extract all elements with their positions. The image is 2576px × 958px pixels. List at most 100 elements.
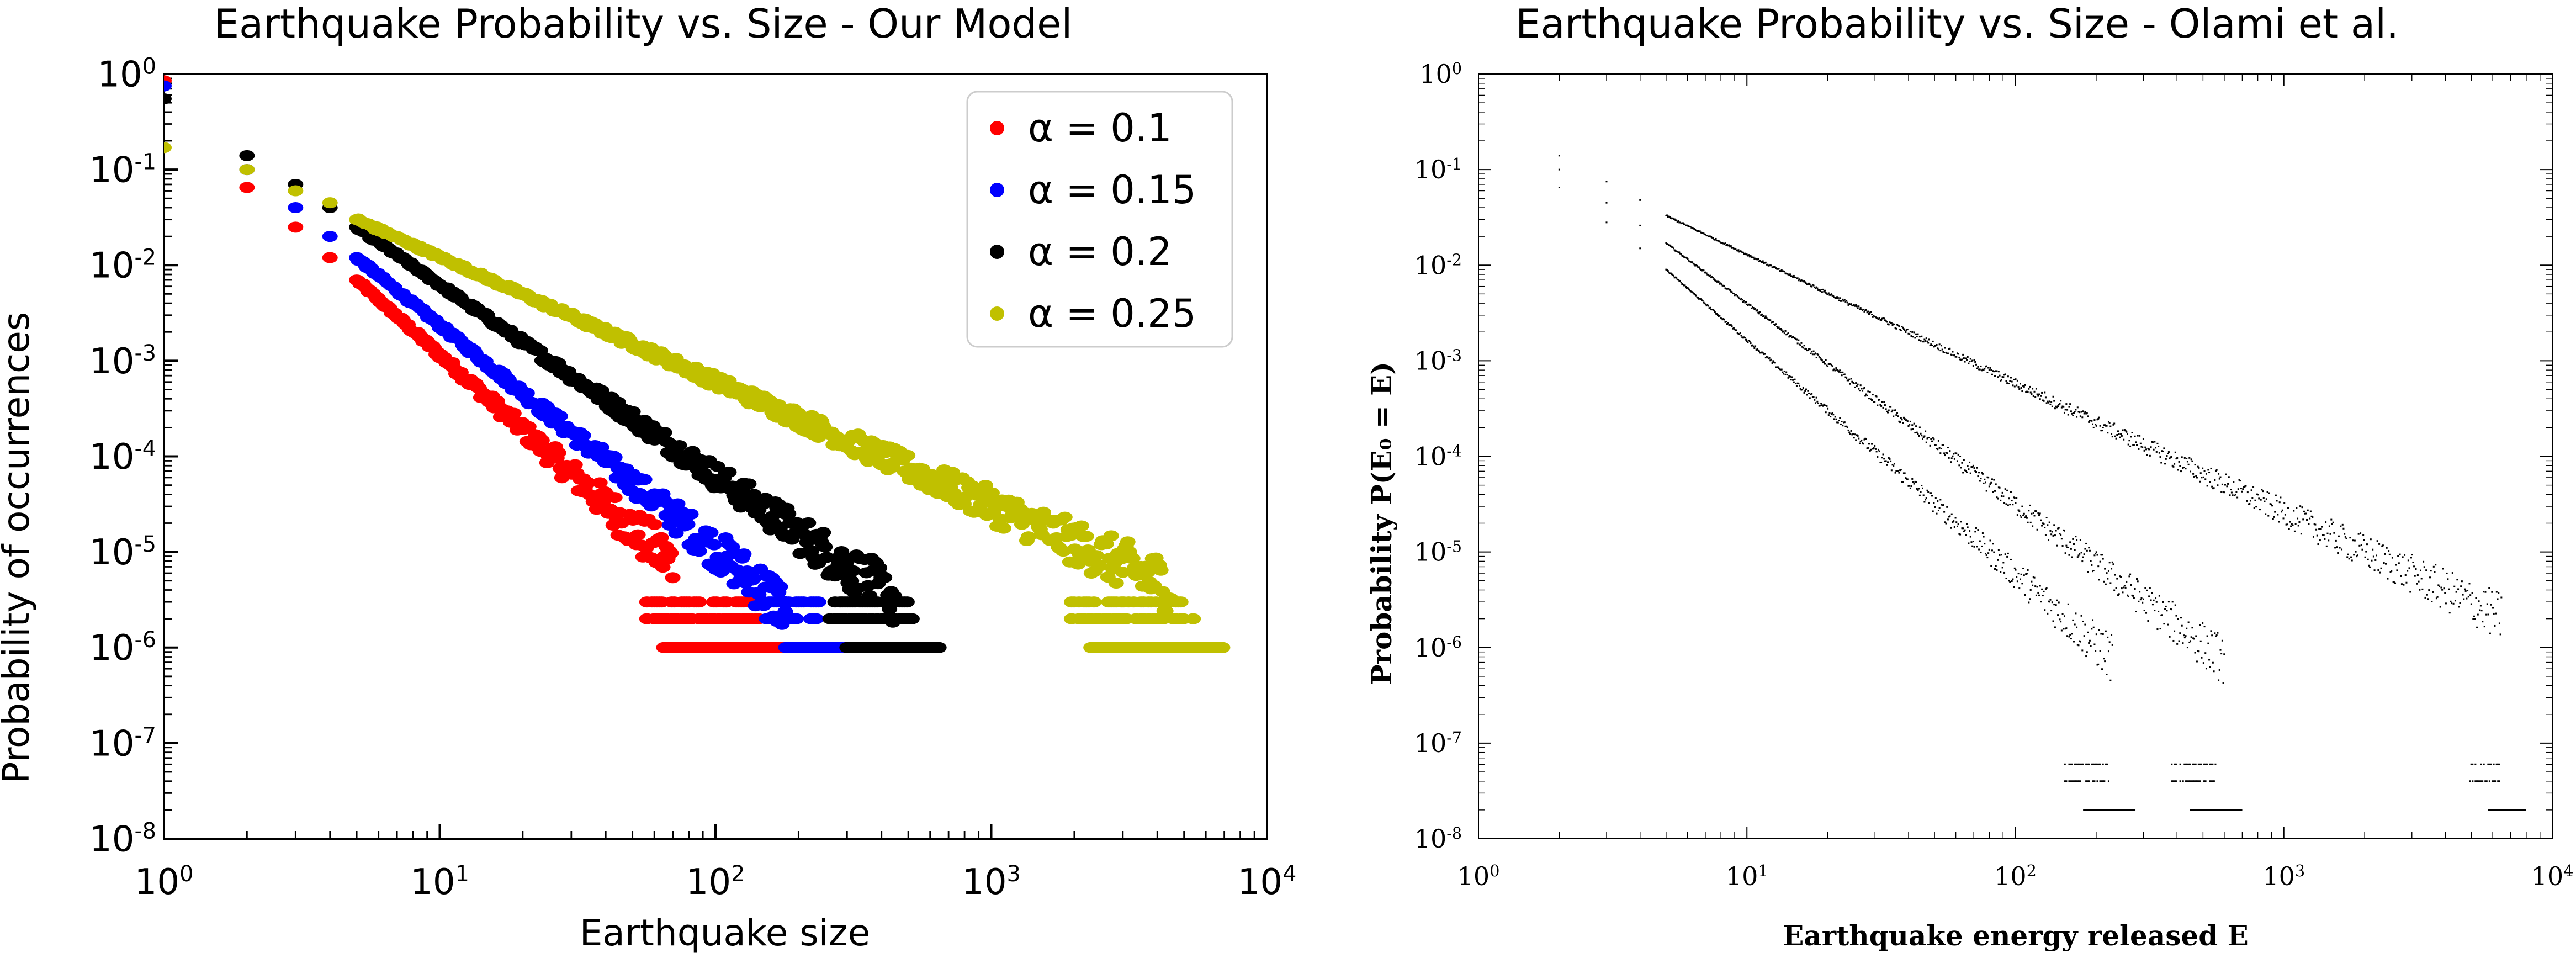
data-point xyxy=(2002,495,2005,497)
data-point xyxy=(1840,300,1842,302)
data-point xyxy=(1898,420,1900,422)
data-point xyxy=(1863,387,1865,389)
data-point xyxy=(1831,365,1833,367)
data-point xyxy=(2325,521,2327,523)
data-point xyxy=(2177,469,2179,471)
data-point xyxy=(2195,809,2197,811)
data-point xyxy=(1997,559,1999,561)
data-point xyxy=(2490,763,2492,765)
data-point xyxy=(2200,763,2202,765)
data-point xyxy=(2308,523,2310,525)
data-point xyxy=(904,613,920,624)
data-point xyxy=(2076,644,2079,646)
data-point xyxy=(1689,290,1692,292)
data-point xyxy=(2210,763,2212,765)
data-point xyxy=(2127,443,2129,446)
data-point xyxy=(1984,543,1986,545)
data-point xyxy=(2126,580,2128,583)
data-point xyxy=(1995,370,1997,372)
data-point xyxy=(2087,415,2089,417)
data-point xyxy=(1996,496,1998,499)
data-point xyxy=(1707,305,1709,307)
data-point xyxy=(1934,497,1937,499)
data-point xyxy=(2490,809,2493,811)
data-point xyxy=(741,478,757,490)
data-point xyxy=(1725,244,1727,246)
data-point xyxy=(1103,530,1119,542)
data-point xyxy=(1730,290,1732,293)
data-point xyxy=(2224,484,2226,486)
data-point xyxy=(1812,396,1815,398)
data-point xyxy=(2013,385,2016,388)
data-point xyxy=(1709,235,1711,237)
data-point xyxy=(1872,316,1874,318)
data-point xyxy=(2380,567,2382,569)
data-point xyxy=(1959,455,1962,457)
data-point xyxy=(1901,481,1903,483)
data-point xyxy=(2188,641,2191,643)
data-point xyxy=(1740,298,1742,300)
data-point xyxy=(1912,481,1914,483)
data-point xyxy=(2419,589,2421,591)
data-point xyxy=(1868,398,1870,400)
data-point xyxy=(2488,809,2490,811)
data-point xyxy=(2193,475,2195,478)
data-point xyxy=(2044,609,2046,611)
data-point xyxy=(1698,266,1700,268)
data-point xyxy=(2194,464,2196,466)
data-point xyxy=(2187,780,2190,782)
data-point xyxy=(2367,558,2369,560)
data-point xyxy=(1986,372,1989,374)
data-point xyxy=(1714,279,1716,282)
data-point xyxy=(2148,595,2150,597)
data-point xyxy=(1701,231,1703,234)
data-point xyxy=(2160,462,2162,464)
data-point xyxy=(1878,450,1880,452)
data-point xyxy=(1881,457,1883,459)
data-point xyxy=(2222,491,2224,493)
data-point xyxy=(2064,628,2066,630)
data-point xyxy=(1837,297,1839,299)
data-point xyxy=(2456,579,2458,581)
data-point xyxy=(1968,542,1970,544)
data-point xyxy=(1965,523,1968,525)
data-point xyxy=(2258,497,2260,500)
data-point xyxy=(1780,328,1782,330)
data-point xyxy=(2278,501,2281,504)
data-point xyxy=(2214,632,2216,634)
data-point xyxy=(2044,391,2046,394)
data-point xyxy=(2284,514,2286,516)
data-point xyxy=(1742,337,1744,339)
data-point xyxy=(1728,244,1730,246)
data-point xyxy=(1959,358,1962,361)
data-point xyxy=(2485,613,2488,616)
data-point xyxy=(2296,507,2298,509)
data-point xyxy=(1943,511,1946,513)
data-point xyxy=(646,518,662,530)
data-point xyxy=(2016,497,2018,499)
data-point xyxy=(1736,250,1738,252)
data-point xyxy=(1960,521,1962,523)
data-point xyxy=(2188,457,2191,459)
data-point xyxy=(1700,298,1702,300)
data-point xyxy=(1823,290,1825,293)
data-point xyxy=(2239,480,2241,482)
data-point xyxy=(2017,386,2020,388)
data-point xyxy=(2372,555,2374,558)
data-point xyxy=(2460,585,2462,587)
data-point xyxy=(2104,568,2106,570)
data-point xyxy=(1906,478,1908,480)
data-point xyxy=(2354,539,2356,542)
data-point xyxy=(1947,518,1949,521)
data-point xyxy=(810,596,826,608)
data-point xyxy=(2474,618,2476,620)
data-point xyxy=(1936,343,1938,346)
data-point xyxy=(1926,437,1928,440)
data-point xyxy=(2193,763,2196,765)
data-point xyxy=(2179,780,2181,782)
data-point xyxy=(1975,363,1977,366)
data-point xyxy=(1973,359,1975,361)
data-point xyxy=(1872,394,1874,396)
data-point xyxy=(1736,249,1738,251)
data-point xyxy=(1980,365,1982,367)
